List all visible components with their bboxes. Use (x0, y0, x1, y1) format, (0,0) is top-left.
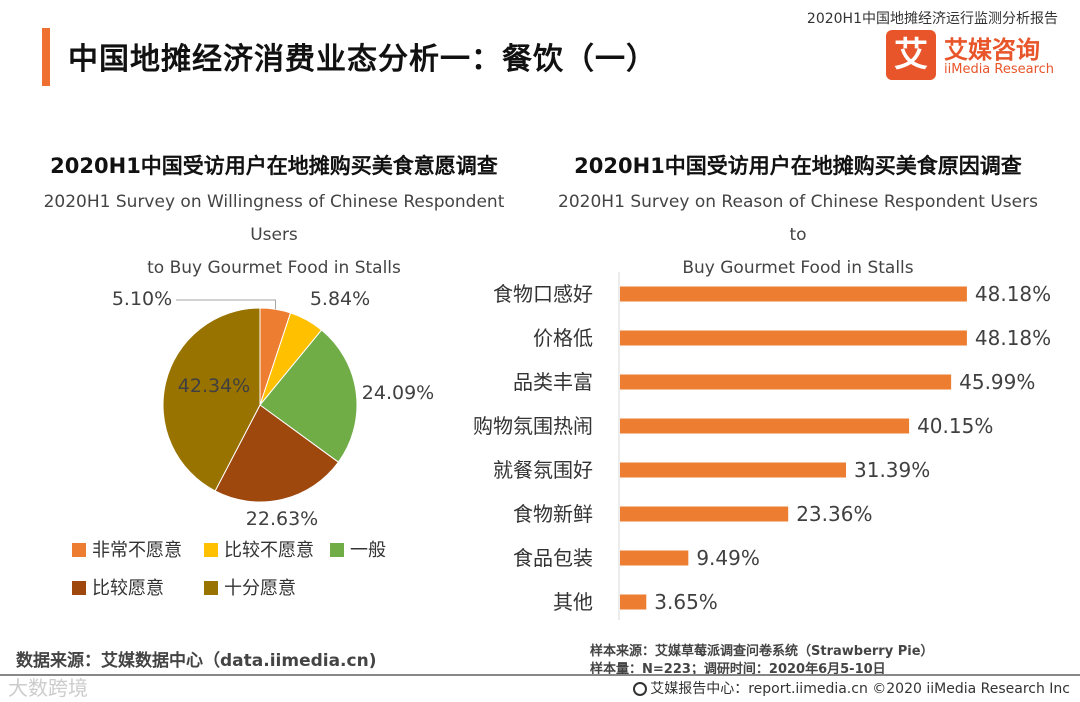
legend-item-rather-unwilling: 比较不愿意 (204, 536, 314, 562)
bar (620, 286, 967, 302)
bar-value-label: 48.18% (975, 326, 1051, 350)
footer-credit: 艾媒报告中心：report.iimedia.cn ©2020 iiMedia R… (633, 678, 1070, 698)
pie-data-label: 5.84% (310, 288, 370, 310)
pie-data-label: 22.63% (246, 508, 318, 530)
pie-subtitle-line1: 2020H1 Survey on Willingness of Chinese … (43, 192, 505, 245)
pie-subtitle-line2: to Buy Gourmet Food in Stalls (147, 258, 401, 278)
data-source-note: 数据来源：艾媒数据中心（data.iimedia.cn) (16, 651, 377, 671)
bar (620, 462, 847, 478)
bar-category-label: 食物新鲜 (513, 502, 593, 526)
bar-category-label: 食物口感好 (493, 282, 593, 306)
bar-subtitle-line2: Buy Gourmet Food in Stalls (682, 258, 914, 278)
bar-value-label: 23.36% (796, 502, 872, 526)
pie-slice (162, 307, 261, 492)
bar-value-label: 45.99% (959, 370, 1035, 394)
bar-subtitle-line1: 2020H1 Survey on Reason of Chinese Respo… (558, 192, 1038, 245)
sample-size-note: 样本量：N=223；调研时间：2020年6月5-10日 (590, 662, 886, 677)
bar-category-label: 价格低 (533, 326, 593, 350)
legend-label: 比较愿意 (92, 578, 164, 599)
bar-category-label: 其他 (553, 590, 593, 614)
legend-swatch (72, 581, 86, 595)
pie-slice (259, 329, 358, 463)
pie-data-label: 24.09% (362, 382, 434, 404)
bar (620, 330, 967, 346)
bar-value-label: 9.49% (696, 546, 760, 570)
legend-item-neutral: 一般 (330, 536, 386, 562)
legend-label: 十分愿意 (224, 578, 296, 599)
legend-label: 一般 (350, 540, 386, 561)
logo-chinese-name: 艾媒咨询 (944, 36, 1040, 64)
bar (620, 594, 647, 610)
legend-item-very-willing: 十分愿意 (204, 574, 296, 600)
legend-label: 比较不愿意 (224, 540, 314, 561)
pie-data-label: 42.34% (178, 375, 250, 397)
pie-data-label: 5.10% (112, 288, 172, 310)
bar-category-label: 食品包装 (513, 546, 593, 570)
bar (620, 374, 952, 390)
pie-chart-subtitle: 2020H1 Survey on Willingness of Chinese … (20, 186, 528, 285)
bar-chart: 食物口感好 48.18% 价格低 48.18% 品类丰富 45.99% 购物氛围热闹 40.1… (473, 272, 1051, 620)
bar-value-label: 40.15% (917, 414, 993, 438)
bar (620, 418, 910, 434)
brand-logo: 艾 艾媒咨询 iiMedia Research (886, 30, 1066, 80)
page-title: 中国地摊经济消费业态分析一：餐饮（一） (68, 42, 657, 77)
globe-icon (633, 682, 648, 696)
legend-item-rather-willing: 比较愿意 (72, 574, 164, 600)
bar (620, 550, 689, 566)
bar-value-label: 48.18% (975, 282, 1051, 306)
footer-credit-text: 艾媒报告中心：report.iimedia.cn ©2020 iiMedia R… (650, 681, 1070, 697)
legend-swatch (330, 543, 344, 557)
report-name: 2020H1中国地摊经济运行监测分析报告 (806, 11, 1058, 27)
legend-item-very-unwilling: 非常不愿意 (72, 536, 182, 562)
legend-label: 非常不愿意 (92, 540, 182, 561)
legend-swatch (204, 543, 218, 557)
watermark: 大数跨境 (8, 676, 88, 700)
pie-chart: 5.10% 5.84% 24.09% 22.63% 42.34% (112, 288, 434, 530)
title-accent-bar (42, 28, 50, 86)
legend-swatch (204, 581, 218, 595)
pie-slice (214, 404, 340, 503)
pie-leader-line (176, 299, 276, 310)
bar-chart-subtitle: 2020H1 Survey on Reason of Chinese Respo… (548, 186, 1048, 285)
bar-value-label: 31.39% (854, 458, 930, 482)
legend-swatch (72, 543, 86, 557)
sample-source-note: 样本来源：艾媒草莓派调查问卷系统（Strawberry Pie） (590, 644, 934, 659)
logo-english-name: iiMedia Research (944, 62, 1055, 77)
bar-category-label: 购物氛围热闹 (473, 414, 593, 438)
footer-divider (0, 674, 1080, 676)
logo-mark-icon: 艾 (886, 30, 936, 80)
bar-category-label: 品类丰富 (513, 370, 593, 394)
bar (620, 506, 789, 522)
bar-value-label: 3.65% (654, 590, 718, 614)
bar-category-label: 就餐氛围好 (493, 458, 593, 482)
pie-chart-title: 2020H1中国受访用户在地摊购买美食意愿调查 (50, 154, 498, 178)
bar-chart-title: 2020H1中国受访用户在地摊购买美食原因调查 (574, 154, 1022, 178)
